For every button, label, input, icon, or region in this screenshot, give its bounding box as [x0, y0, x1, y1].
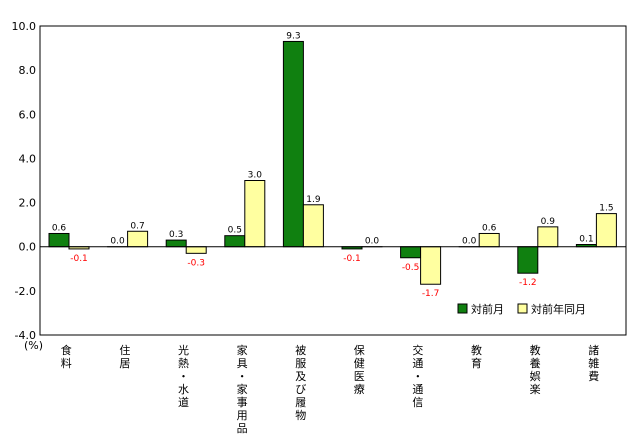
legend-swatch [517, 303, 528, 314]
legend: 対前月 対前年同月 [457, 302, 586, 316]
bar-month-0 [48, 232, 70, 248]
data-label: 0.5 [228, 226, 242, 236]
data-label: 9.3 [286, 31, 300, 41]
category-label: 食料 [61, 343, 72, 370]
bar-year-4 [302, 204, 324, 248]
category-label: 教育 [471, 344, 482, 370]
data-label: 0.9 [541, 217, 556, 227]
y-tick-label: 4.0 [19, 152, 37, 165]
data-label: 1.5 [599, 204, 613, 214]
bar-year-3 [244, 180, 266, 248]
bar-year-6 [420, 246, 442, 285]
category-labels: 食料 住居 光熱・水道 家具・家事用品 被服及び履物 保健医療 交通・通信 教育 教養娯楽 諸雑費 [61, 343, 599, 435]
data-label: -1.2 [519, 278, 537, 288]
data-label: -0.3 [187, 258, 205, 268]
bar-month-2 [165, 239, 187, 248]
data-label: 0.6 [482, 223, 497, 233]
data-label: 0.0 [365, 237, 380, 247]
y-axis-labels: 10.0 8.0 6.0 4.0 2.0 0.0 -2.0 -4.0 [12, 20, 37, 342]
category-label: 家具・家事用品 [237, 343, 248, 435]
category-label: 被服及び履物 [295, 344, 306, 422]
bar-year-8 [537, 226, 559, 248]
bar-year-7 [478, 232, 500, 248]
data-label: 0.1 [579, 235, 593, 245]
y-tick-label: -4.0 [15, 329, 36, 342]
y-tick-label: 10.0 [12, 20, 37, 33]
y-tick-label: -2.0 [15, 285, 36, 298]
y-tick-label: 0.0 [19, 241, 37, 254]
data-labels: 0.6 -0.1 0.0 0.7 0.3 -0.3 0.5 3.0 9.3 1.9 -0.1 0.0 -… [52, 31, 614, 299]
data-label: -1.7 [422, 289, 440, 299]
bar-year-1 [127, 230, 149, 248]
bar-year-2 [185, 246, 207, 254]
y-axis-unit-label: (%) [24, 339, 43, 352]
data-label: 0.0 [462, 237, 477, 247]
bar-month-8 [517, 246, 539, 274]
data-label: 0.3 [169, 230, 183, 240]
category-label: 保健医療 [354, 343, 365, 396]
data-label: -0.1 [343, 254, 361, 264]
data-label: 0.7 [130, 221, 144, 231]
bar-month-4 [282, 40, 304, 248]
category-label: 教養娯楽 [530, 344, 541, 396]
bar-year-9 [595, 213, 617, 248]
category-label: 諸雑費 [588, 343, 599, 383]
data-label: 1.9 [306, 195, 321, 205]
data-label: -0.1 [70, 254, 88, 264]
data-label: -0.5 [402, 263, 420, 273]
y-tick-label: 6.0 [19, 108, 37, 121]
bar-month-6 [400, 246, 422, 259]
legend-swatch [457, 303, 468, 314]
category-label: 光熱・水道 [178, 343, 189, 409]
data-label: 3.0 [248, 171, 263, 181]
bars [48, 40, 617, 285]
legend-label: 対前月 [471, 302, 504, 316]
data-label: 0.6 [52, 223, 67, 233]
legend-label: 対前年同月 [531, 302, 586, 316]
category-label: 交通・通信 [412, 343, 423, 409]
category-label: 住居 [119, 343, 130, 370]
data-label: 0.0 [110, 237, 125, 247]
y-tick-label: 8.0 [19, 64, 37, 77]
plot-area-frame [39, 25, 627, 336]
bar-month-3 [224, 235, 246, 248]
y-tick-label: 2.0 [19, 197, 37, 210]
